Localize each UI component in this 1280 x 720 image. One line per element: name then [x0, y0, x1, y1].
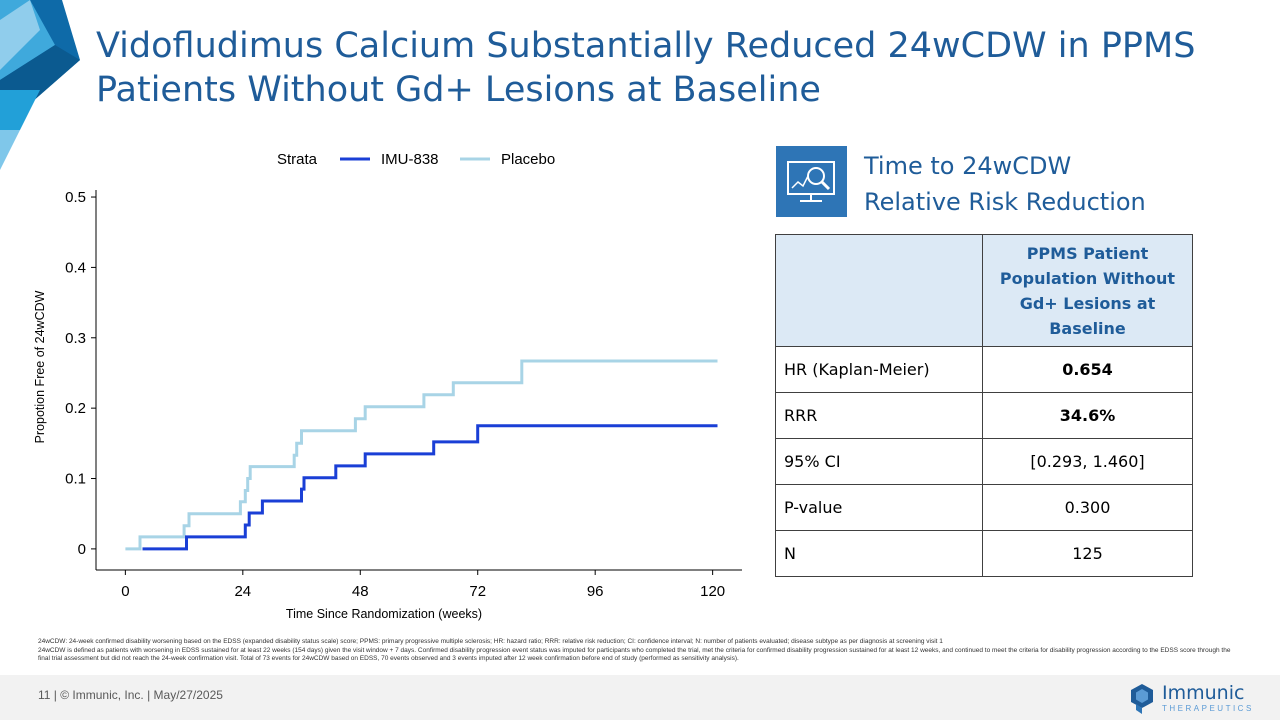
row-value: 0.654 — [982, 346, 1193, 393]
table-row: HR (Kaplan-Meier) 0.654 — [775, 346, 1193, 393]
slide-title: Vidofludimus Calcium Substantially Reduc… — [96, 26, 1196, 110]
immunic-logo-icon — [1131, 684, 1153, 714]
y-tick-label: 0.3 — [65, 330, 86, 347]
x-tick-label: 0 — [121, 583, 129, 600]
table-header-population: PPMS Patient Population Without Gd+ Lesi… — [982, 234, 1193, 347]
footnote-definitions: 24wCDW: 24-week confirmed disability wor… — [38, 638, 943, 645]
footer-band — [0, 675, 1280, 720]
row-label: 95% CI — [775, 438, 983, 485]
legend-title: Strata — [277, 151, 318, 168]
monitor-magnifier-icon — [776, 146, 847, 217]
row-value: 34.6% — [982, 392, 1193, 439]
results-table: PPMS Patient Population Without Gd+ Lesi… — [775, 234, 1193, 577]
panel-title-line1: Time to 24wCDW — [864, 152, 1072, 180]
footer-text: 11 | © Immunic, Inc. | May/27/2025 — [38, 688, 223, 702]
y-tick-label: 0.5 — [65, 189, 86, 206]
table-header-empty — [775, 234, 983, 347]
panel-title-line2: Relative Risk Reduction — [864, 188, 1146, 216]
x-tick-label: 96 — [587, 583, 604, 600]
x-tick-label: 72 — [469, 583, 486, 600]
table-row: RRR 34.6% — [775, 392, 1193, 439]
row-label: P-value — [775, 484, 983, 531]
y-tick-label: 0 — [78, 541, 86, 558]
table-header-row: PPMS Patient Population Without Gd+ Lesi… — [775, 234, 1193, 347]
y-tick-label: 0.4 — [65, 259, 86, 276]
km-chart: 0 0.1 0.2 0.3 0.4 0.5 0 24 48 72 96 120 Time Since R… — [33, 151, 742, 621]
logo-subtitle: THERAPEUTICS — [1162, 704, 1254, 713]
x-tick-label: 24 — [234, 583, 251, 600]
footnotes: 24wCDW: 24-week confirmed disability wor… — [38, 638, 1238, 664]
x-tick-label: 120 — [700, 583, 725, 600]
row-value: 0.300 — [982, 484, 1193, 531]
logo-name: Immunic — [1162, 682, 1245, 704]
row-label: N — [775, 530, 983, 577]
row-value: 125 — [982, 530, 1193, 577]
x-tick-label: 48 — [352, 583, 369, 600]
table-row: 95% CI [0.293, 1.460] — [775, 438, 1193, 485]
table-row: P-value 0.300 — [775, 484, 1193, 531]
row-label: HR (Kaplan-Meier) — [775, 346, 983, 393]
corner-decoration — [0, 0, 80, 170]
y-axis-label: Propotion Free of 24wCDW — [33, 290, 47, 443]
legend-label: IMU-838 — [381, 151, 439, 168]
row-value: [0.293, 1.460] — [982, 438, 1193, 485]
legend-label: Placebo — [501, 151, 555, 168]
footnote-method: 24wCDW is defined as patients with worse… — [38, 646, 1231, 663]
row-label: RRR — [775, 392, 983, 439]
table-row: N 125 — [775, 530, 1193, 577]
series-line-imu-838 — [142, 424, 718, 551]
panel-title: Time to 24wCDW Relative Risk Reduction — [864, 148, 1146, 220]
x-axis-label: Time Since Randomization (weeks) — [286, 607, 482, 621]
y-tick-label: 0.1 — [65, 471, 86, 488]
series-line-placebo — [125, 359, 718, 551]
y-tick-label: 0.2 — [65, 400, 86, 417]
